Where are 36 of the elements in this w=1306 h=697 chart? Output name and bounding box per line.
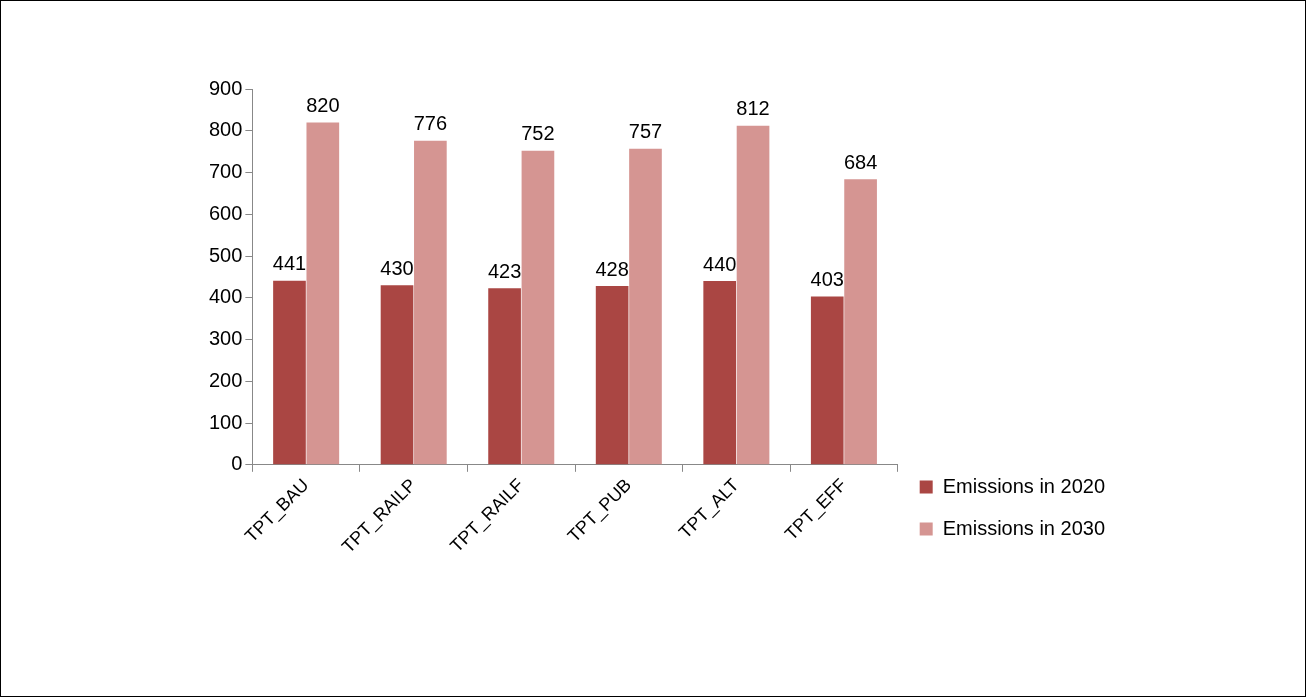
bar xyxy=(414,140,447,465)
bar xyxy=(273,280,306,465)
bar xyxy=(703,281,737,465)
data-label: 440 xyxy=(703,252,737,275)
y-tick-label: 100 xyxy=(208,410,243,433)
data-label: 757 xyxy=(628,120,663,143)
data-label: 430 xyxy=(380,256,414,279)
bar xyxy=(521,150,555,465)
data-label: 441 xyxy=(272,252,307,275)
data-label: 684 xyxy=(843,150,878,173)
y-tick-label: 0 xyxy=(231,452,243,475)
y-tick-label: 200 xyxy=(208,368,243,391)
bar xyxy=(629,148,662,465)
data-label: 423 xyxy=(487,259,522,282)
y-tick-label: 500 xyxy=(208,243,243,266)
legend-label: Emissions in 2020 xyxy=(942,474,1106,497)
legend-label: Emissions in 2030 xyxy=(942,516,1106,539)
bar xyxy=(595,286,629,465)
data-label: 752 xyxy=(521,122,555,145)
data-label: 403 xyxy=(810,268,844,291)
data-label: 812 xyxy=(736,97,770,120)
y-tick-label: 800 xyxy=(208,118,243,141)
y-tick-label: 400 xyxy=(208,285,243,308)
y-tick-label: 900 xyxy=(208,76,243,99)
bar xyxy=(380,285,414,465)
y-tick-label: 600 xyxy=(208,201,243,224)
bar xyxy=(810,296,844,465)
bar xyxy=(306,122,340,465)
bar xyxy=(488,288,521,465)
bar xyxy=(736,125,770,465)
data-label: 820 xyxy=(306,93,340,116)
y-tick-label: 300 xyxy=(208,327,243,350)
y-tick-label: 700 xyxy=(208,160,243,183)
data-label: 428 xyxy=(595,257,629,280)
data-label: 776 xyxy=(413,112,448,135)
bar xyxy=(844,179,877,465)
